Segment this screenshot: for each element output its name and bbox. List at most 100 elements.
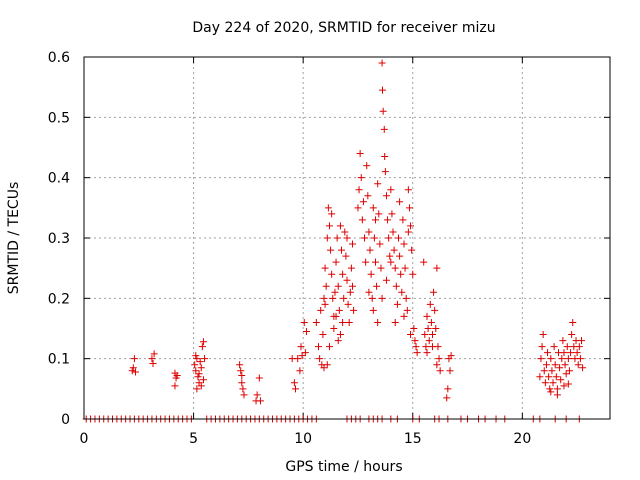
data-point	[365, 288, 373, 296]
data-point	[426, 300, 434, 308]
data-point	[196, 358, 204, 366]
data-point	[361, 234, 369, 242]
data-point	[560, 349, 568, 357]
data-point	[376, 240, 384, 248]
data-point	[348, 282, 356, 290]
data-point	[130, 355, 138, 363]
data-point	[568, 331, 576, 339]
data-point	[402, 294, 410, 302]
data-point	[400, 312, 408, 320]
data-point	[395, 234, 403, 242]
data-point	[430, 288, 438, 296]
data-point	[428, 343, 436, 351]
data-point	[317, 306, 325, 314]
data-point	[552, 373, 560, 381]
data-point	[296, 367, 304, 375]
data-point	[432, 325, 440, 332]
data-point	[408, 246, 416, 254]
data-point	[336, 331, 344, 339]
x-axis: 0 5 10 15 20	[80, 57, 531, 447]
chart-title: Day 224 of 2020, SRMTID for receiver miz…	[192, 20, 495, 36]
data-point	[194, 373, 202, 381]
data-point	[421, 331, 429, 339]
data-point	[537, 355, 545, 363]
data-point	[334, 337, 342, 345]
data-point	[324, 204, 332, 212]
data-point	[132, 368, 140, 376]
data-point	[377, 264, 385, 272]
data-point	[381, 168, 389, 176]
data-point	[201, 355, 209, 363]
data-point	[379, 86, 387, 94]
data-point	[373, 282, 381, 290]
data-point	[559, 337, 567, 345]
data-point	[339, 270, 347, 278]
data-point	[573, 349, 581, 357]
data-point	[548, 367, 556, 375]
data-point	[171, 382, 179, 390]
data-point	[443, 394, 451, 402]
data-point	[569, 318, 577, 326]
data-point	[400, 240, 408, 248]
data-point	[386, 252, 394, 260]
data-point	[328, 210, 336, 218]
y-tick-label: 0.3	[48, 231, 70, 247]
data-point	[343, 276, 351, 284]
data-point	[331, 288, 339, 296]
data-point	[320, 294, 328, 302]
data-point	[536, 373, 544, 381]
data-point	[547, 355, 555, 363]
data-point	[420, 258, 428, 266]
data-point	[396, 252, 404, 260]
data-point	[336, 222, 344, 230]
data-point	[350, 306, 358, 314]
x-tick-label: 20	[513, 431, 531, 447]
data-point	[328, 270, 336, 278]
data-point	[290, 379, 298, 387]
data-point	[302, 328, 310, 336]
data-point	[357, 174, 365, 182]
data-point	[362, 258, 370, 266]
data-point	[191, 361, 199, 369]
data-point	[379, 107, 387, 115]
data-point	[332, 258, 340, 266]
data-point	[565, 367, 573, 375]
data-point	[562, 370, 570, 378]
data-point	[384, 216, 392, 224]
data-point	[381, 153, 389, 161]
data-point	[238, 379, 246, 387]
data-point	[556, 364, 564, 372]
data-point	[403, 306, 411, 314]
data-point	[539, 331, 547, 339]
data-point	[382, 276, 390, 284]
data-point	[553, 385, 561, 393]
data-point	[538, 343, 546, 351]
data-point	[197, 364, 205, 372]
data-point	[387, 258, 395, 266]
data-point	[192, 352, 200, 360]
data-point	[427, 318, 435, 326]
data-point	[364, 192, 372, 200]
data-point	[344, 300, 352, 308]
y-axis: 0 0.1 0.2 0.3 0.4 0.5 0.6	[48, 50, 610, 428]
data-point	[300, 318, 308, 326]
data-point	[563, 343, 571, 351]
data-point	[321, 264, 329, 272]
data-point	[345, 318, 353, 326]
y-tick-label: 0.6	[48, 50, 70, 66]
data-point	[544, 349, 552, 357]
data-point	[374, 318, 382, 326]
data-point	[253, 391, 261, 399]
data-point	[325, 222, 333, 230]
data-point	[149, 359, 157, 367]
data-point	[356, 150, 364, 158]
data-point	[557, 376, 565, 384]
data-point	[150, 350, 158, 358]
data-point	[237, 367, 245, 375]
data-point	[551, 361, 559, 369]
data-point	[392, 282, 400, 290]
data-point	[389, 228, 397, 236]
data-point	[375, 210, 383, 218]
data-point	[411, 337, 419, 345]
